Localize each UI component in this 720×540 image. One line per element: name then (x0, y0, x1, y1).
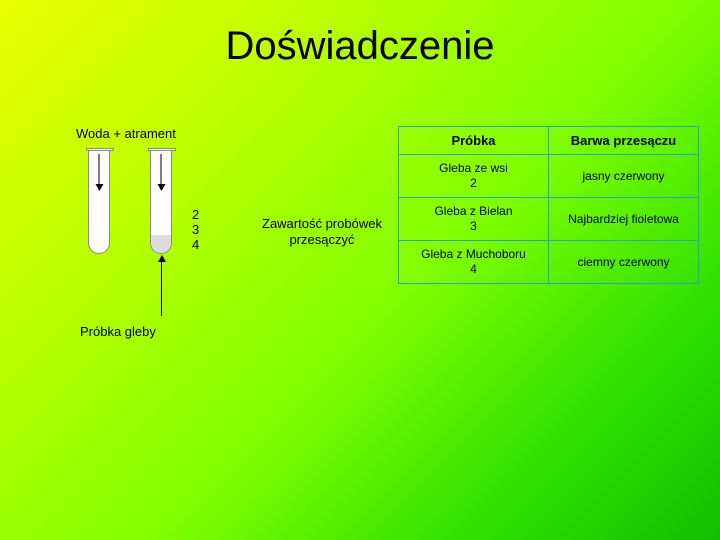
cell-sample-num: 2 (407, 176, 540, 191)
filter-instruction-label: Zawartość probówek przesączyć (262, 216, 382, 247)
tube-number-3: 3 (192, 223, 199, 238)
arrow-down-icon (161, 154, 162, 190)
results-table: Próbka Barwa przesączu Gleba ze wsi 2 ja… (398, 126, 699, 284)
table-row: Gleba ze wsi 2 jasny czerwony (399, 155, 699, 198)
cell-color: ciemny czerwony (549, 241, 699, 284)
cell-color: Najbardziej fioletowa (549, 198, 699, 241)
tube-number-4: 4 (192, 238, 199, 253)
table-row: Gleba z Muchoboru 4 ciemny czerwony (399, 241, 699, 284)
tube-number-2: 2 (192, 208, 199, 223)
soil-sample-label: Próbka gleby (80, 324, 156, 339)
tube-rim (148, 148, 176, 151)
page-title: Doświadczenie (0, 0, 720, 69)
cell-sample: Gleba ze wsi 2 (399, 155, 549, 198)
col-sample-header: Próbka (399, 127, 549, 155)
arrow-down-icon (99, 154, 100, 190)
tube-numbers: 2 3 4 (192, 208, 199, 253)
soil-sediment (151, 235, 171, 253)
col-color-header: Barwa przesączu (549, 127, 699, 155)
tube-rim (86, 148, 114, 151)
cell-sample: Gleba z Bielan 3 (399, 198, 549, 241)
filter-line-2: przesączyć (262, 232, 382, 248)
table-header-row: Próbka Barwa przesączu (399, 127, 699, 155)
filter-line-1: Zawartość probówek (262, 216, 382, 232)
test-tube-1 (88, 150, 110, 254)
cell-sample-num: 3 (407, 219, 540, 234)
cell-sample-name: Gleba ze wsi (407, 161, 540, 176)
table-row: Gleba z Bielan 3 Najbardziej fioletowa (399, 198, 699, 241)
cell-sample-name: Gleba z Bielan (407, 204, 540, 219)
water-plus-ink-label: Woda + atrament (76, 126, 176, 141)
test-tube-2 (150, 150, 172, 254)
cell-sample: Gleba z Muchoboru 4 (399, 241, 549, 284)
leader-line (161, 256, 162, 316)
cell-sample-num: 4 (407, 262, 540, 277)
cell-sample-name: Gleba z Muchoboru (407, 247, 540, 262)
cell-color: jasny czerwony (549, 155, 699, 198)
